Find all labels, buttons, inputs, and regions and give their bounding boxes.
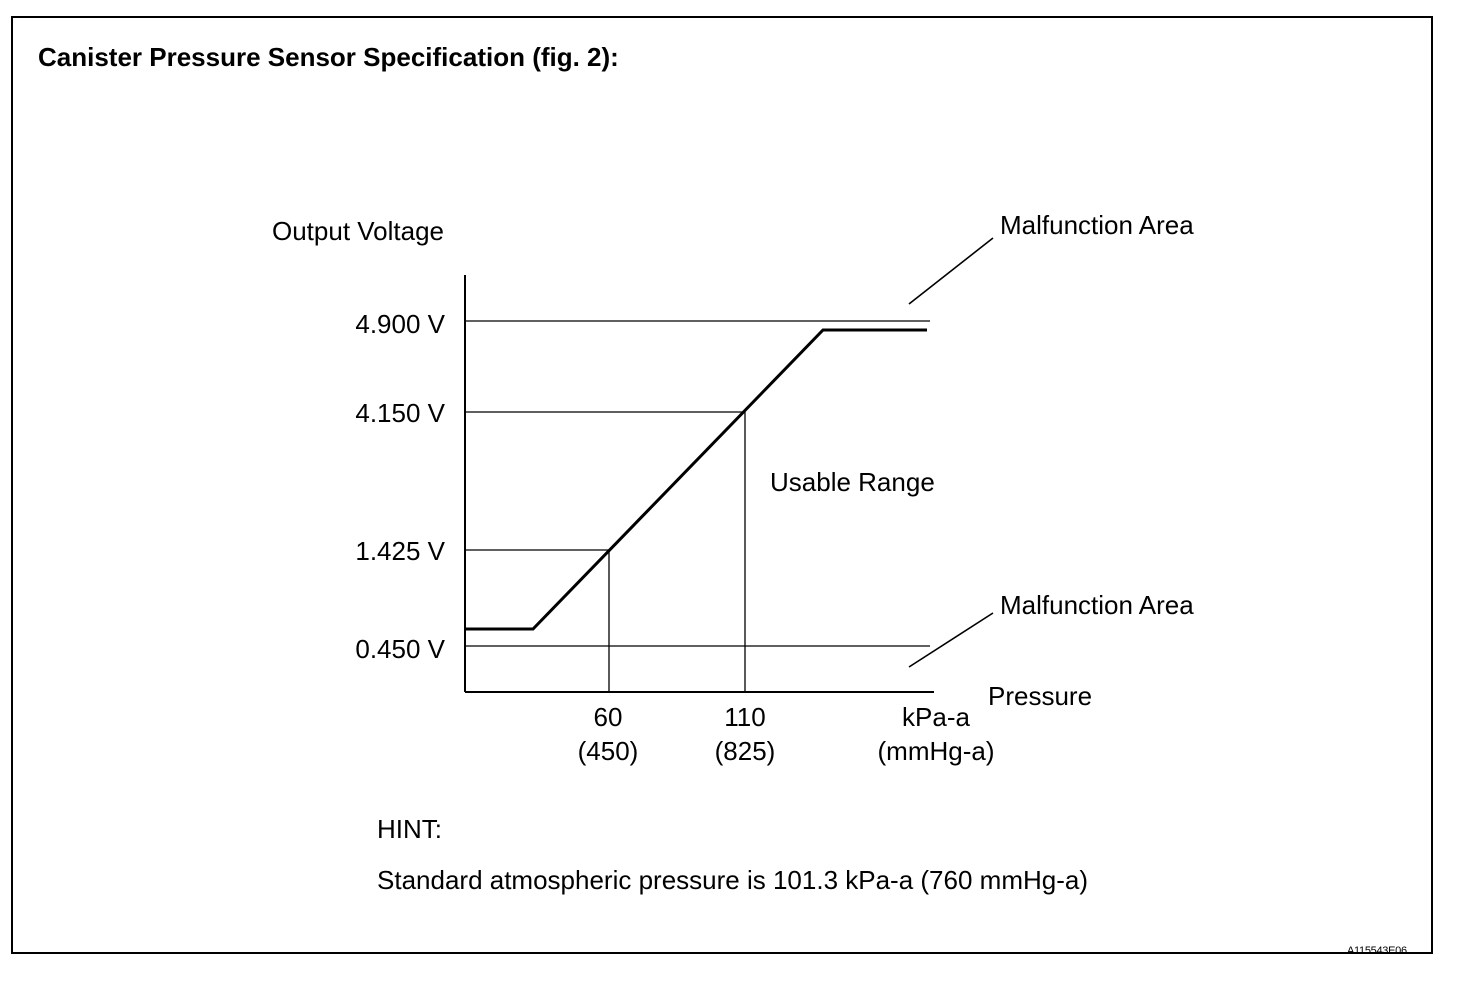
y-tick-label: 4.900 V xyxy=(355,309,445,339)
malfunction-area-upper-label: Malfunction Area xyxy=(1000,210,1194,240)
figure-title: Canister Pressure Sensor Specification (… xyxy=(38,42,619,72)
y-tick-label: 0.450 V xyxy=(355,634,445,664)
x-tick-alt-label: (450) xyxy=(578,736,639,766)
x-tick-label: 110 xyxy=(724,702,765,732)
output-voltage-curve xyxy=(465,328,927,631)
leader-line-lower xyxy=(908,612,994,668)
y-axis-label: Output Voltage xyxy=(272,216,444,246)
x-tick-alt-label: (825) xyxy=(715,736,776,766)
hint-text: Standard atmospheric pressure is 101.3 k… xyxy=(377,865,1088,895)
malfunction-area-lower-label: Malfunction Area xyxy=(1000,590,1194,620)
y-tick-label: 4.150 V xyxy=(355,398,445,428)
y-tick-label: 1.425 V xyxy=(355,536,445,566)
x-unit-label: kPa-a xyxy=(902,702,970,732)
x-axis-label: Pressure xyxy=(988,681,1092,711)
x-unit-alt-label: (mmHg-a) xyxy=(878,736,995,766)
x-tick-label: 60 xyxy=(594,702,623,732)
figure-frame xyxy=(11,16,1433,954)
figure-id: A115543E06 xyxy=(1347,945,1407,957)
leader-line-upper xyxy=(908,237,994,305)
hint-heading: HINT: xyxy=(377,814,442,844)
usable-range-label: Usable Range xyxy=(770,467,935,497)
